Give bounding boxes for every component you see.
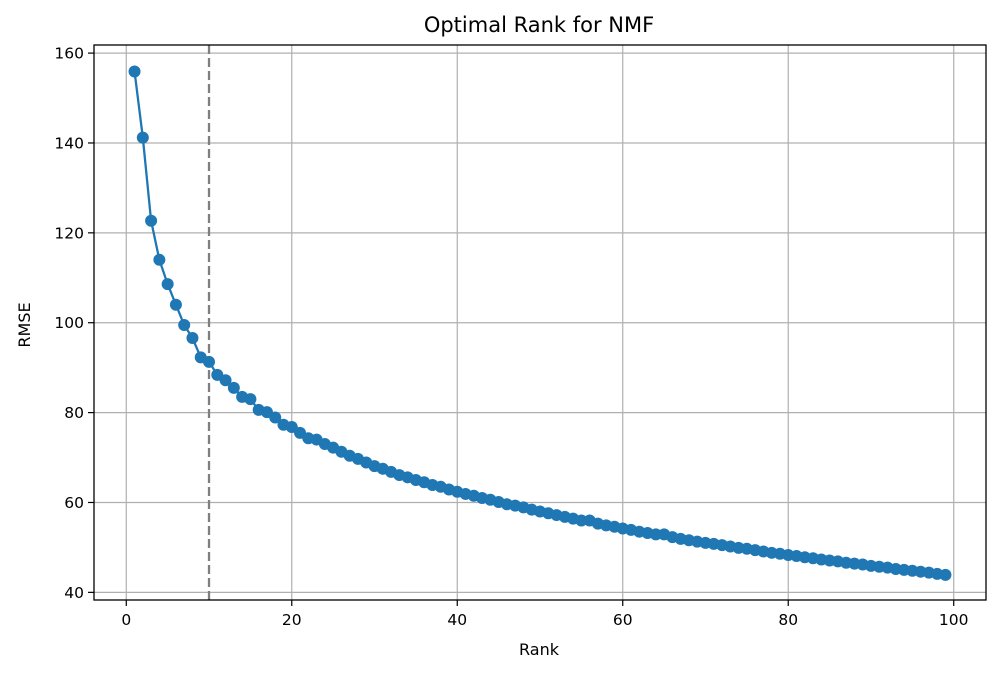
y-tick-label: 140 (54, 134, 84, 152)
data-point (244, 393, 257, 406)
data-point (575, 514, 588, 527)
data-point (169, 298, 182, 311)
y-tick-label: 100 (54, 314, 84, 332)
data-point (153, 253, 166, 266)
data-point (939, 568, 952, 581)
data-point (128, 65, 141, 78)
data-point (203, 355, 216, 368)
y-tick-label: 40 (64, 584, 84, 602)
x-axis-ticks: 0 20 40 60 80 100 (121, 600, 969, 629)
data-point (186, 332, 199, 345)
data-series (128, 65, 952, 581)
data-point (178, 318, 191, 331)
y-tick-label: 160 (54, 45, 84, 63)
data-point (219, 374, 232, 387)
data-point (269, 411, 282, 424)
y-axis-ticks: 40 60 80 100 120 140 160 (54, 45, 94, 602)
y-tick-label: 120 (54, 224, 84, 242)
data-point (649, 528, 662, 541)
y-tick-label: 60 (64, 494, 84, 512)
grid (94, 45, 986, 600)
x-tick-label: 100 (939, 611, 969, 629)
x-tick-label: 0 (121, 611, 131, 629)
x-tick-label: 20 (282, 611, 302, 629)
data-point (136, 131, 149, 144)
x-axis-label: Rank (519, 640, 560, 659)
data-point (227, 381, 240, 394)
x-tick-label: 40 (447, 611, 467, 629)
data-point (161, 278, 174, 291)
x-tick-label: 80 (778, 611, 798, 629)
chart-title: Optimal Rank for NMF (424, 13, 654, 37)
x-tick-label: 60 (613, 611, 633, 629)
y-tick-label: 80 (64, 404, 84, 422)
data-point (145, 214, 158, 227)
y-axis-label: RMSE (15, 302, 34, 347)
